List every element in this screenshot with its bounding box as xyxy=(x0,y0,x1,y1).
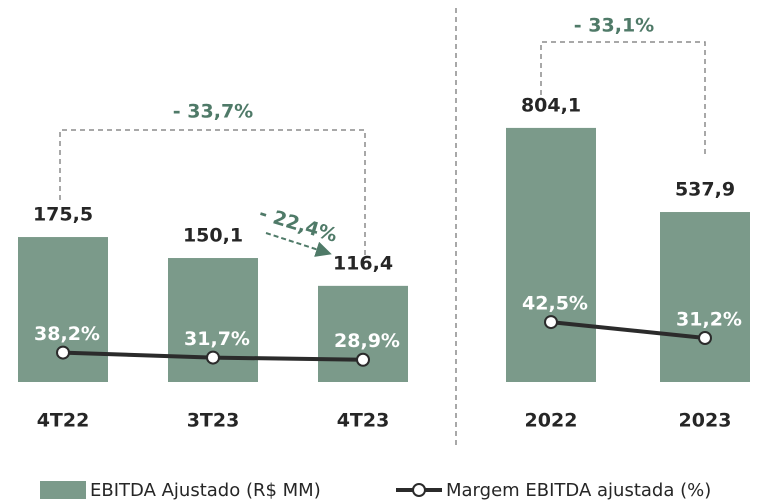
bar xyxy=(506,127,596,382)
line-label: 42,5% xyxy=(522,293,588,315)
legend-label: EBITDA Ajustado (R$ MM) xyxy=(90,480,321,501)
legend-marker xyxy=(412,483,426,497)
bar xyxy=(660,212,750,382)
x-tick-label: 2022 xyxy=(525,410,578,432)
line-marker xyxy=(56,345,70,360)
value-label: 175,5 xyxy=(33,204,93,226)
annotation: - 33,1% xyxy=(574,15,654,37)
bracket xyxy=(540,41,706,158)
annotation: - 33,7% xyxy=(173,101,253,123)
line-label: 28,9% xyxy=(334,330,400,352)
line-label: 31,7% xyxy=(184,328,250,350)
line xyxy=(550,320,706,340)
legend-swatch xyxy=(40,481,86,499)
legend: EBITDA Ajustado (R$ MM) Margem EBITDA aj… xyxy=(40,480,711,501)
value-label: 804,1 xyxy=(521,94,581,116)
arrow xyxy=(265,232,332,257)
value-label: 537,9 xyxy=(675,179,735,201)
line-marker xyxy=(544,315,558,330)
line-marker xyxy=(698,331,712,346)
x-tick-label: 3T23 xyxy=(187,410,240,432)
legend-label: Margem EBITDA ajustada (%) xyxy=(446,480,711,501)
x-tick-label: 4T23 xyxy=(337,410,390,432)
x-tick-label: 4T22 xyxy=(37,410,90,432)
annotation: - 22,4% xyxy=(256,202,339,247)
line-marker xyxy=(206,350,220,365)
line-marker xyxy=(356,352,370,367)
line-label: 31,2% xyxy=(676,309,742,331)
bar xyxy=(18,237,108,382)
x-tick-label: 2023 xyxy=(679,410,732,432)
value-label: 116,4 xyxy=(333,252,393,274)
value-label: 150,1 xyxy=(183,225,243,247)
line-label: 38,2% xyxy=(34,323,100,345)
